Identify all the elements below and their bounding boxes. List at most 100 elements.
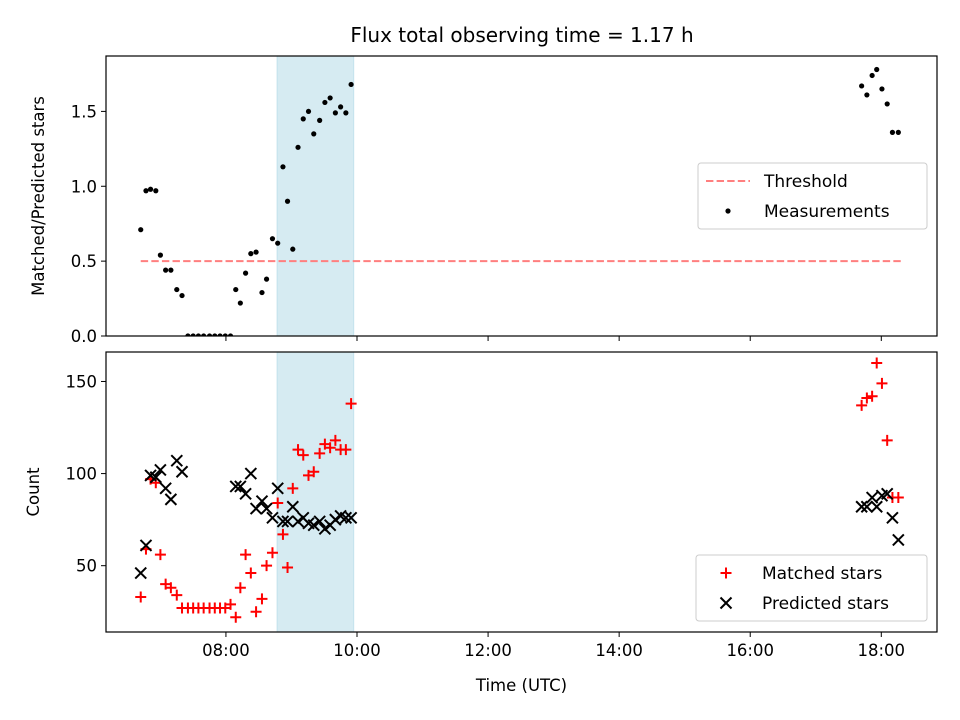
measurement-point xyxy=(248,251,254,257)
top-axes-frame xyxy=(105,55,938,337)
measurement-point xyxy=(168,267,174,273)
predicted-star-point xyxy=(266,511,279,524)
matched-star-point xyxy=(856,399,868,411)
measurement-point xyxy=(284,198,291,204)
matched-star-point xyxy=(340,444,352,456)
top-plot-area xyxy=(138,56,901,336)
predicted-star-point xyxy=(339,511,353,524)
matched-star-point xyxy=(287,482,299,494)
measurement-point xyxy=(305,108,312,115)
top-y-tick-label: 1.5 xyxy=(71,102,97,121)
measurement-point xyxy=(290,246,296,252)
matched-star-point xyxy=(282,562,294,574)
predicted-star-point xyxy=(229,480,242,493)
measurement-point xyxy=(259,289,265,296)
predicted-star-point xyxy=(870,500,883,513)
matched-star-point xyxy=(256,593,268,605)
predicted-star-point xyxy=(880,487,894,501)
bottom-axes-frame xyxy=(105,351,938,633)
measurement-point xyxy=(138,227,144,233)
measurement-point xyxy=(300,116,306,122)
measurement-point xyxy=(269,236,276,242)
x-axis-label: Time (UTC) xyxy=(475,676,567,695)
matched-star-point xyxy=(150,477,162,489)
matched-star-point xyxy=(230,611,242,623)
matched-star-point xyxy=(876,377,888,389)
predicted-star-point xyxy=(164,493,178,506)
matched-star-point xyxy=(292,444,304,456)
matched-star-point xyxy=(308,466,320,478)
matched-star-point xyxy=(225,598,237,610)
matched-star-point xyxy=(234,582,246,594)
measurement-point xyxy=(157,252,163,258)
matched-star-point xyxy=(881,434,893,446)
measurement-point xyxy=(343,110,349,116)
predicted-star-point xyxy=(249,502,263,515)
matched-star-point xyxy=(171,589,183,601)
predicted-star-point xyxy=(276,515,290,528)
matched-star-point xyxy=(165,582,177,594)
top-y-tick-label: 0.5 xyxy=(71,252,97,271)
measurement-point xyxy=(174,286,180,293)
predicted-star-point xyxy=(855,500,868,513)
measurement-point xyxy=(895,129,901,135)
measurement-point xyxy=(263,276,270,282)
top-panel: 0.0 0.5 1.0 1.5 Matched/Predicted stars Thres… xyxy=(29,55,938,346)
predicted-star-point xyxy=(892,533,905,547)
measurement-point xyxy=(338,104,344,110)
x-tick-label: 16:00 xyxy=(726,641,774,660)
matched-star-point xyxy=(240,549,252,561)
predicted-star-point xyxy=(329,513,342,526)
measurement-point xyxy=(143,188,149,194)
measurement-point xyxy=(864,92,870,98)
measurement-point xyxy=(179,292,185,299)
measurement-point xyxy=(206,333,213,336)
measurement-point xyxy=(212,333,218,336)
predicted-star-point xyxy=(307,518,320,532)
top-observing-window-span xyxy=(276,56,355,336)
predicted-star-point xyxy=(886,511,899,524)
bottom-observing-window-span xyxy=(276,352,355,632)
measurement-point xyxy=(317,117,323,123)
measurement-point xyxy=(275,240,281,246)
predicted-star-point xyxy=(149,471,163,484)
top-y-axis-label: Matched/Predicted stars xyxy=(29,96,48,296)
matched-star-point xyxy=(272,497,284,509)
predicted-star-point xyxy=(239,487,252,501)
measurement-point xyxy=(348,81,354,88)
predicted-star-point xyxy=(159,482,172,495)
predicted-star-point xyxy=(234,480,247,493)
measurement-point xyxy=(311,131,317,137)
measurement-point xyxy=(147,186,154,192)
top-y-tick-label: 1.0 xyxy=(71,177,97,196)
x-tick-label: 12:00 xyxy=(464,641,512,660)
x-tick-label: 18:00 xyxy=(858,641,906,660)
predicted-star-point xyxy=(271,482,284,495)
matched-star-point xyxy=(861,392,873,404)
predicted-star-point xyxy=(860,500,874,513)
x-tick-label: 14:00 xyxy=(595,641,643,660)
measurement-point xyxy=(222,333,228,336)
bottom-y-axis-label: Count xyxy=(24,467,43,517)
top-legend xyxy=(697,162,928,230)
measurement-point xyxy=(253,249,259,255)
measurement-point xyxy=(859,83,865,89)
matched-star-point xyxy=(345,398,357,410)
chart-title: Flux total observing time = 1.17 h xyxy=(350,23,693,47)
matched-star-point xyxy=(314,447,326,459)
predicted-star-point xyxy=(134,566,147,580)
measurement-point xyxy=(217,333,223,336)
measurement-point xyxy=(163,267,169,273)
predicted-star-point xyxy=(344,511,358,524)
matched-star-point xyxy=(277,528,289,540)
predicted-star-point xyxy=(865,491,879,504)
measurement-point xyxy=(327,95,333,101)
predicted-star-point xyxy=(318,522,332,536)
measurement-point xyxy=(195,333,202,336)
matched-star-point xyxy=(245,567,257,579)
legend-measurements-swatch xyxy=(725,208,731,214)
matched-star-point xyxy=(329,434,341,446)
bottom-y-tick-label: 50 xyxy=(76,557,97,576)
measurement-point xyxy=(201,333,207,336)
measurement-point xyxy=(280,164,286,170)
